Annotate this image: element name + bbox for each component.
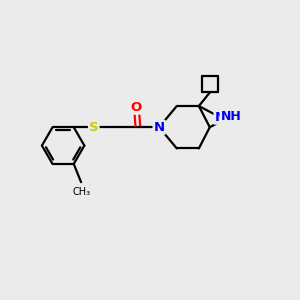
Text: N: N (154, 121, 165, 134)
Text: N: N (214, 111, 226, 124)
Text: O: O (131, 101, 142, 114)
Text: NH: NH (220, 110, 241, 122)
Text: CH₃: CH₃ (72, 188, 90, 197)
Text: S: S (89, 121, 99, 134)
